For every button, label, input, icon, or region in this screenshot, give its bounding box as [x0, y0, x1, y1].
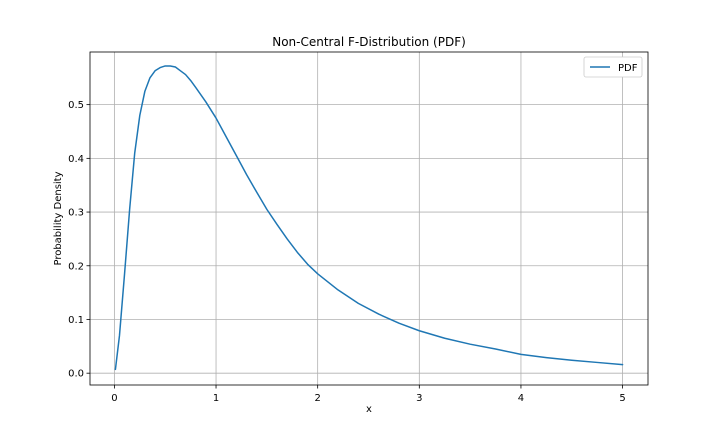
- x-tick-label: 2: [314, 393, 320, 404]
- y-axis-label: Probability Density: [53, 171, 64, 265]
- grid: [90, 52, 648, 385]
- y-tick-label: 0.5: [68, 100, 84, 111]
- x-tick-label: 4: [518, 393, 524, 404]
- y-tick-label: 0.1: [68, 315, 84, 326]
- x-axis-label: x: [366, 404, 372, 415]
- legend: PDF: [583, 56, 643, 78]
- y-tick-label: 0.0: [68, 369, 84, 380]
- legend-box: [583, 56, 643, 78]
- y-tick-label: 0.3: [68, 208, 84, 219]
- x-tick-label: 0: [111, 393, 117, 404]
- x-tick-label: 1: [213, 393, 219, 404]
- plot-area: [90, 52, 648, 385]
- series-layer: [114, 65, 624, 371]
- legend-label-pdf: PDF: [618, 63, 638, 74]
- y-tick-label: 0.4: [68, 154, 84, 165]
- x-axis: 0 1 2 3 4 5: [111, 385, 626, 404]
- y-tick-label: 0.2: [68, 261, 84, 272]
- chart-title: Non-Central F-Distribution (PDF): [272, 35, 466, 49]
- x-tick-label: 3: [416, 393, 422, 404]
- x-tick-label: 5: [619, 393, 625, 404]
- plot-frame: [89, 51, 649, 386]
- y-axis: 0.0 0.1 0.2 0.3 0.4 0.5: [68, 100, 90, 380]
- series-line-pdf: [114, 65, 624, 371]
